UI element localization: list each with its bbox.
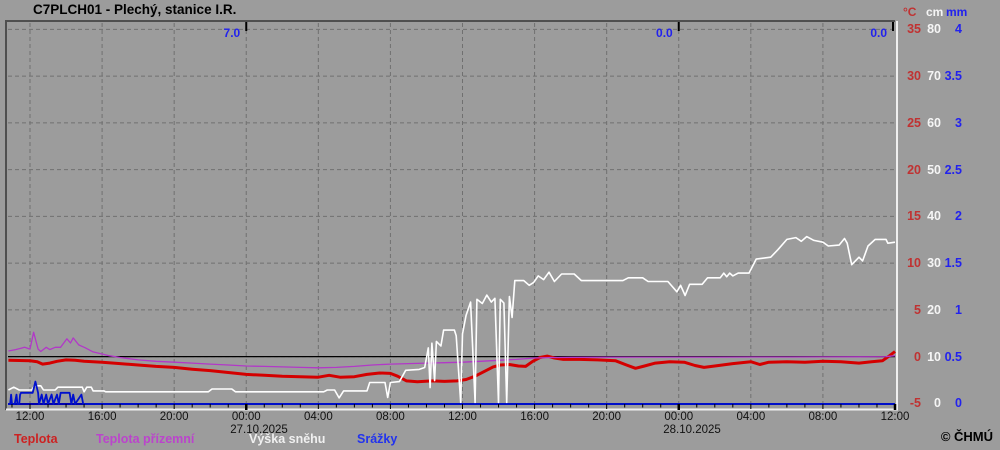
right-axis-value: 50	[927, 162, 941, 177]
legend-item-4: Srážky	[357, 432, 398, 446]
series-temp_C	[8, 350, 896, 384]
right-axis-value: 0	[955, 396, 962, 411]
date-label: 28.10.2025	[663, 424, 721, 436]
right-axis-value: 60	[927, 115, 941, 130]
right-axis-unit-cm: cm	[926, 5, 944, 19]
daily-precip-total: 0.0	[870, 26, 887, 40]
daily-precip-total: 7.0	[223, 26, 241, 40]
daily-precip-total: 0.0	[656, 26, 673, 40]
x-axis-label: 20:00	[159, 411, 189, 423]
right-axis-value: 1.5	[944, 256, 962, 271]
x-axis-label: 12:00	[880, 411, 910, 423]
right-axis-value: -5	[909, 396, 921, 411]
right-axis-value: 5	[914, 302, 921, 317]
plot-border-bottomright	[6, 21, 898, 411]
right-axis-value: 2.5	[944, 162, 962, 177]
right-axis-value: 80	[927, 22, 941, 37]
legend-item-2: Teplota přízemní	[96, 432, 195, 446]
right-axis-value: 10	[927, 349, 941, 364]
x-axis-label: 20:00	[592, 411, 622, 423]
right-axis-value: 1	[955, 302, 962, 317]
right-axis-value: 15	[907, 209, 921, 224]
x-axis-label: 12:00	[15, 411, 45, 423]
right-axis-value: 30	[907, 69, 921, 84]
page-title: C7PLCH01 - Plechý, stanice I.R.	[33, 2, 237, 17]
right-axis-value: 4	[955, 22, 962, 37]
right-axis-value: 0.5	[944, 349, 962, 364]
series-snow_cm	[8, 235, 896, 404]
right-axis-value: 10	[907, 256, 921, 271]
right-axis-value: 0	[934, 396, 941, 411]
x-axis-label: 04:00	[736, 411, 766, 423]
x-axis-label: 08:00	[376, 411, 405, 423]
right-axis-value: 70	[927, 69, 941, 84]
right-axis-value: 2	[955, 209, 962, 224]
x-axis-label: 12:00	[448, 411, 477, 423]
series-precip_mm	[8, 380, 895, 405]
x-axis-label: 08:00	[808, 411, 838, 423]
x-axis-label: 00:00	[231, 411, 261, 423]
x-axis-label: 04:00	[303, 411, 333, 423]
x-axis-label: 16:00	[520, 411, 549, 423]
copyright-label: © ČHMÚ	[940, 429, 993, 444]
right-axis-value: 30	[927, 256, 941, 271]
right-axis-value: 20	[927, 302, 941, 317]
right-axis-value: 3	[955, 115, 962, 130]
x-axis-label: 00:00	[664, 411, 694, 423]
right-axis-unit-mm: mm	[946, 5, 968, 19]
right-axis-value: 3.5	[944, 69, 962, 84]
right-axis-unit-C: °C	[903, 5, 917, 19]
x-axis-label: 16:00	[87, 411, 117, 423]
right-axis-value: 20	[907, 162, 921, 177]
right-axis-value: 0	[914, 349, 921, 364]
series-temp_C	[8, 331, 896, 369]
right-axis-value: 35	[907, 22, 921, 37]
legend-item-1: Teplota	[14, 432, 58, 446]
date-label: 27.10.2025	[230, 424, 288, 436]
plot-border-topleft	[5, 20, 895, 410]
right-axis-value: 25	[907, 115, 921, 130]
right-axis-value: 40	[927, 209, 941, 224]
legend-item-3: Výška sněhu	[249, 432, 326, 446]
